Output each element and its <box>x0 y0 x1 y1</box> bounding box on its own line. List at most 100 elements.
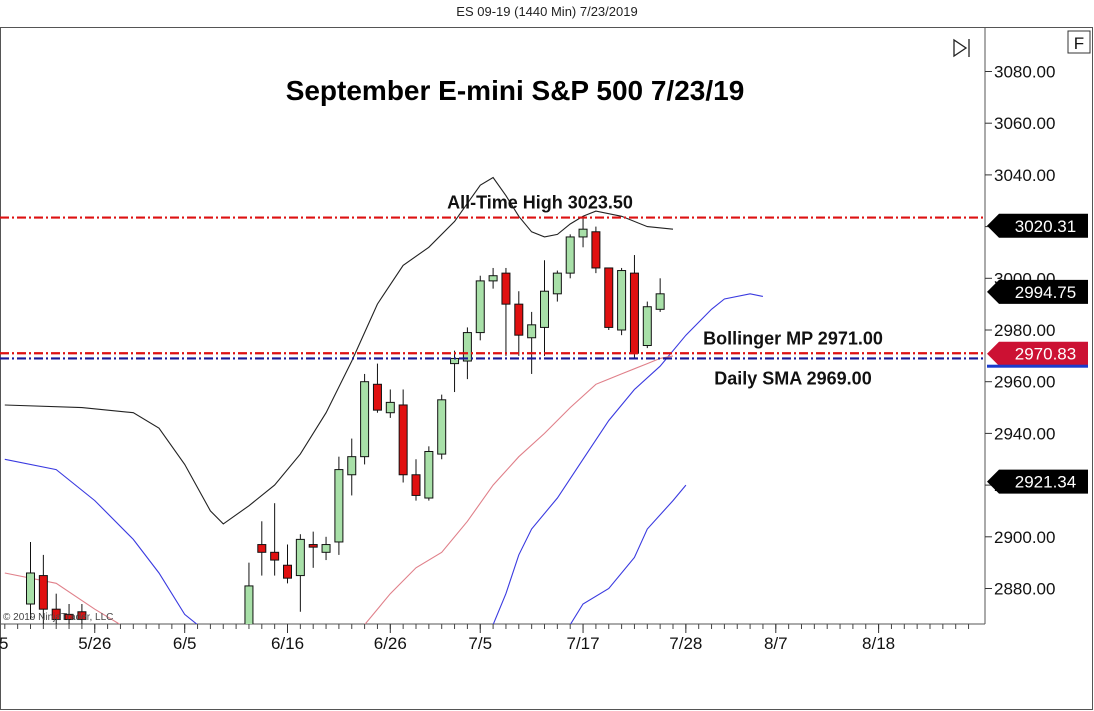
candle-body-up <box>540 290 549 328</box>
price-flag-bg <box>987 213 1088 238</box>
candle <box>411 459 421 501</box>
candle <box>501 267 511 356</box>
candle-body-up <box>334 469 344 543</box>
outer-border <box>0 27 1093 710</box>
price-flag-label: 3020.31 <box>1015 217 1076 236</box>
candle <box>655 278 665 312</box>
candle-body-down <box>77 611 87 621</box>
f-button[interactable]: F <box>1067 30 1091 54</box>
candle-body-down <box>372 383 382 411</box>
candle-body-up <box>385 401 395 414</box>
candle <box>540 260 549 356</box>
price-flag-bg <box>987 469 1088 494</box>
candle-body-up <box>462 332 472 362</box>
x-tick-label: 8/18 <box>862 634 895 653</box>
candle-body-up <box>527 324 537 339</box>
candle <box>565 234 575 279</box>
candle-body-up <box>552 272 562 295</box>
x-tick-label: 6/5 <box>173 634 197 653</box>
candle <box>77 604 87 624</box>
y-tick-label: 2880.00 <box>994 580 1055 599</box>
price-flag-label: 2994.75 <box>1015 283 1076 302</box>
candle-body-up <box>360 381 370 458</box>
candle <box>617 267 627 336</box>
band-lower <box>4 458 198 624</box>
candle-body-up <box>578 228 588 238</box>
candle-body-up <box>437 399 447 455</box>
candle <box>398 389 408 483</box>
chart-caption: ES 09-19 (1440 Min) 7/23/2019 <box>456 4 638 19</box>
candle-body-down <box>64 613 74 621</box>
candle <box>450 350 460 393</box>
level-label-bollinger: Bollinger MP 2971.00 <box>703 328 883 348</box>
candle-body-up <box>347 456 357 476</box>
price-flag: 2994.75 <box>987 279 1088 304</box>
price-flag: 3020.31 <box>987 213 1088 238</box>
candle <box>629 255 639 359</box>
candle <box>591 226 601 274</box>
x-tick-label: 7/5 <box>468 634 492 653</box>
candle <box>527 311 537 374</box>
band-upper <box>4 176 674 525</box>
candle <box>295 534 305 612</box>
candle-body-up <box>565 236 575 274</box>
copyright: © 2019 NinjaTrader, LLC <box>3 612 113 623</box>
candle-body-down <box>283 564 292 579</box>
candle-body-down <box>398 404 408 476</box>
skip-end-icon[interactable] <box>953 38 970 58</box>
candle <box>385 389 395 418</box>
candle-body-up <box>26 572 35 605</box>
y-tick-label: 2960.00 <box>994 373 1055 392</box>
candle <box>26 541 35 620</box>
f-button-label: F <box>1074 34 1084 53</box>
y-tick-label: 2900.00 <box>994 528 1055 547</box>
candle <box>360 373 370 465</box>
candle <box>244 562 254 624</box>
x-tick-label: 5/15 <box>0 634 8 653</box>
candle-body-up <box>642 306 652 347</box>
candle <box>64 604 74 624</box>
candle-body-up <box>295 538 305 577</box>
y-tick-label: 3040.00 <box>994 166 1055 185</box>
candle <box>424 446 434 501</box>
candle <box>308 531 318 568</box>
candle-body-up <box>424 450 434 499</box>
level-label-sma: Daily SMA 2969.00 <box>714 368 871 388</box>
x-tick-label: 5/26 <box>78 634 111 653</box>
candle <box>372 363 382 413</box>
x-tick-label: 6/16 <box>271 634 304 653</box>
candle-body-down <box>411 474 421 496</box>
candle-body-down <box>308 544 318 548</box>
y-tick-label: 2940.00 <box>994 424 1055 443</box>
candle-body-down <box>604 267 614 328</box>
price-flag: 2921.34 <box>987 469 1088 494</box>
candle-body-up <box>244 585 254 624</box>
price-flags: 3020.31 2994.75 2970.83 2921.34 <box>987 213 1088 494</box>
bollinger-bands <box>4 176 764 624</box>
price-flag-bg <box>987 279 1088 304</box>
band-lower2 <box>492 293 764 624</box>
candle <box>475 275 485 341</box>
price-flag: 2970.83 <box>987 341 1088 366</box>
candle <box>488 267 498 289</box>
x-tick-label: 6/26 <box>374 634 407 653</box>
candle <box>257 521 267 576</box>
level-label-ath: All-Time High 3023.50 <box>447 193 633 213</box>
y-tick-label: 2980.00 <box>994 321 1055 340</box>
candle-body-down <box>629 272 639 354</box>
candle-body-down <box>38 575 48 610</box>
candle <box>552 270 562 302</box>
candle-body-down <box>257 544 267 553</box>
candle-body-down <box>514 303 524 336</box>
candle-body-down <box>270 551 280 561</box>
candle <box>604 267 614 330</box>
candle-body-up <box>617 270 627 331</box>
band-mid2 <box>364 355 674 624</box>
band-lower3 <box>569 484 687 624</box>
price-flag-bg <box>987 341 1088 366</box>
candle-body-up <box>475 280 485 334</box>
price-flag-underline <box>987 364 1088 368</box>
candle <box>38 554 48 624</box>
y-tick-label: 3060.00 <box>994 114 1055 133</box>
